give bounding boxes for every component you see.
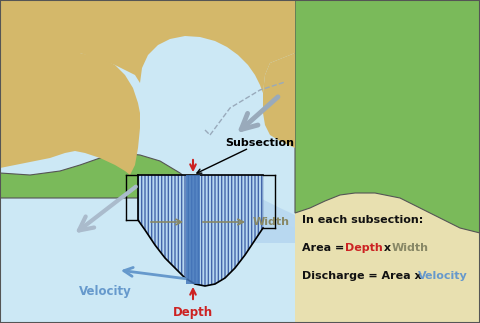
Bar (186, 175, 200, 284)
Polygon shape (205, 198, 295, 243)
Text: x: x (380, 243, 395, 253)
Polygon shape (205, 181, 295, 243)
Text: Width: Width (253, 217, 290, 227)
Text: Velocity: Velocity (79, 285, 132, 298)
Text: Depth: Depth (173, 306, 213, 319)
Text: Velocity: Velocity (418, 271, 468, 281)
Text: Subsection: Subsection (197, 138, 294, 173)
Text: In each subsection:: In each subsection: (302, 215, 423, 225)
Polygon shape (0, 0, 295, 93)
Polygon shape (263, 53, 295, 323)
Text: Area =: Area = (302, 243, 348, 253)
Text: Depth: Depth (345, 243, 383, 253)
Polygon shape (0, 0, 210, 198)
Polygon shape (295, 0, 480, 233)
Polygon shape (138, 175, 263, 286)
Polygon shape (0, 53, 140, 323)
Text: Discharge = Area x: Discharge = Area x (302, 271, 425, 281)
Text: Width: Width (392, 243, 429, 253)
Bar (295, 0, 480, 323)
